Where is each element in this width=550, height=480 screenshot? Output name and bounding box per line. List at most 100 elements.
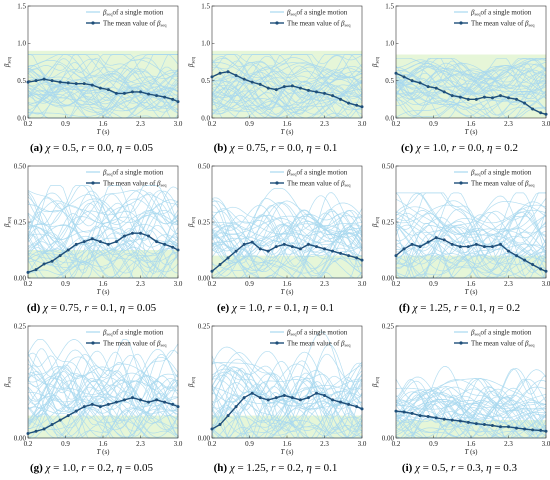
chart-panel-a: 0.0 0.5 1.0 1.5 0.2 0.9 1.6 2.3 3.0 T (s) βseq βseq… <box>0 0 183 160</box>
mean-point <box>466 420 470 424</box>
x-tick-label: 1.6 <box>99 120 108 128</box>
mean-series <box>26 231 180 274</box>
single-motion-line <box>211 331 363 419</box>
mean-point <box>176 405 180 409</box>
mean-point <box>26 270 30 274</box>
x-axis-label: T (s) <box>464 128 478 136</box>
mean-point <box>66 81 70 85</box>
mean-point <box>426 240 430 244</box>
y-tick-label: 0.5 <box>385 77 394 85</box>
y-tick-label: 0.25 <box>382 322 395 330</box>
mean-point <box>139 90 142 94</box>
mean-point <box>314 245 318 249</box>
x-tick-label: 0.9 <box>245 120 254 128</box>
single-motion-line <box>395 400 547 423</box>
single-motion-line <box>211 56 363 105</box>
mean-point <box>539 267 543 271</box>
mean-point <box>339 251 343 255</box>
single-motion-line <box>27 200 179 256</box>
single-motion-line <box>211 402 363 435</box>
single-motion-line <box>395 378 547 427</box>
legend: βseqof a single motion The mean value of … <box>86 328 167 348</box>
single-motion-line <box>27 364 179 439</box>
caption-tag: (a) <box>29 142 46 154</box>
single-motion-line <box>211 195 363 249</box>
chart-panel-h: 0.00 0.25 0.2 0.9 1.6 2.3 3.0 T (s) βseq βseqof a… <box>184 320 367 480</box>
x-tick-label: 1.6 <box>99 280 108 288</box>
single-motion-line <box>27 348 179 403</box>
y-tick-label: 0.00 <box>14 434 27 442</box>
x-tick-label: 3.0 <box>174 120 183 128</box>
single-motion-line <box>27 190 179 251</box>
x-tick-label: 2.3 <box>136 440 145 448</box>
mean-point <box>82 405 86 409</box>
x-axis-label: T (s) <box>280 448 294 456</box>
mean-point <box>402 247 406 251</box>
mean-point <box>539 111 543 115</box>
mean-point <box>90 83 94 87</box>
single-motion-line <box>28 194 179 226</box>
single-motion-series <box>27 339 179 439</box>
mean-point <box>347 254 351 258</box>
y-tick-label: 1.0 <box>385 40 394 48</box>
single-motion-line <box>395 368 547 410</box>
panel-caption: (h) χ = 1.25, r = 0.2, η = 0.1 <box>213 462 338 474</box>
single-motion-line <box>211 241 363 279</box>
single-motion-line <box>211 344 363 405</box>
mean-series <box>210 391 364 431</box>
x-axis-label: T (s) <box>464 288 478 296</box>
single-motion-line <box>27 386 179 438</box>
single-motion-line <box>395 70 547 109</box>
x-tick-label: 1.6 <box>467 440 476 448</box>
single-motion-line <box>27 352 179 430</box>
panel-caption: (f) χ = 1.25, r = 0.1, η = 0.2 <box>398 302 521 314</box>
legend-marker-mean <box>459 21 463 25</box>
legend: βseqof a single motion The mean value of … <box>86 168 167 188</box>
chart-panel-c: 0.0 0.5 1.0 1.5 0.2 0.9 1.6 2.3 3.0 T (s) βseq βseq… <box>368 0 550 160</box>
single-motion-line <box>211 361 363 400</box>
legend-label-mean: The mean value of βseq <box>287 19 351 27</box>
mean-point <box>523 258 527 262</box>
single-motion-line <box>211 60 363 110</box>
single-motion-line <box>395 103 547 119</box>
legend-marker-mean <box>91 341 95 345</box>
panel-caption: (a) χ = 0.5, r = 0.0, η = 0.05 <box>29 142 154 154</box>
x-axis-label: T (s) <box>96 128 110 136</box>
legend-label-mean: The mean value of βseq <box>287 339 351 347</box>
mean-point <box>418 81 422 85</box>
single-motion-line <box>395 198 547 236</box>
x-axis-label: T (s) <box>96 288 110 296</box>
single-motion-line <box>395 378 547 407</box>
y-axis-label: βseq <box>371 376 381 388</box>
single-motion-line <box>211 257 363 274</box>
y-tick-label: 1.5 <box>201 2 210 10</box>
single-motion-line <box>211 54 363 85</box>
x-tick-label: 3.0 <box>542 280 550 288</box>
mean-point <box>323 393 326 397</box>
mean-point <box>42 77 46 81</box>
x-tick-label: 0.2 <box>392 440 401 448</box>
mean-point <box>474 97 478 101</box>
mean-point <box>139 231 142 235</box>
mean-point <box>523 101 527 105</box>
caption-tag: (g) <box>29 462 46 474</box>
mean-point <box>360 258 364 262</box>
mean-point <box>282 85 286 89</box>
legend-label-single: βseqof a single motion <box>286 328 348 336</box>
single-motion-line <box>27 62 179 111</box>
single-motion-line <box>27 185 179 246</box>
mean-point <box>450 94 454 98</box>
mean-point <box>58 80 62 84</box>
legend-label-mean: The mean value of βseq <box>103 19 167 27</box>
mean-point <box>82 82 86 86</box>
mean-point <box>34 429 38 433</box>
single-motion-line <box>395 224 547 272</box>
mean-point <box>258 396 262 400</box>
mean-point <box>176 100 180 104</box>
y-tick-label: 0.00 <box>198 274 211 282</box>
single-motion-line <box>211 223 363 238</box>
legend-label-single: βseqof a single motion <box>102 168 164 176</box>
single-motion-line <box>395 99 547 119</box>
single-motion-line <box>27 356 179 403</box>
mean-point <box>66 414 70 418</box>
